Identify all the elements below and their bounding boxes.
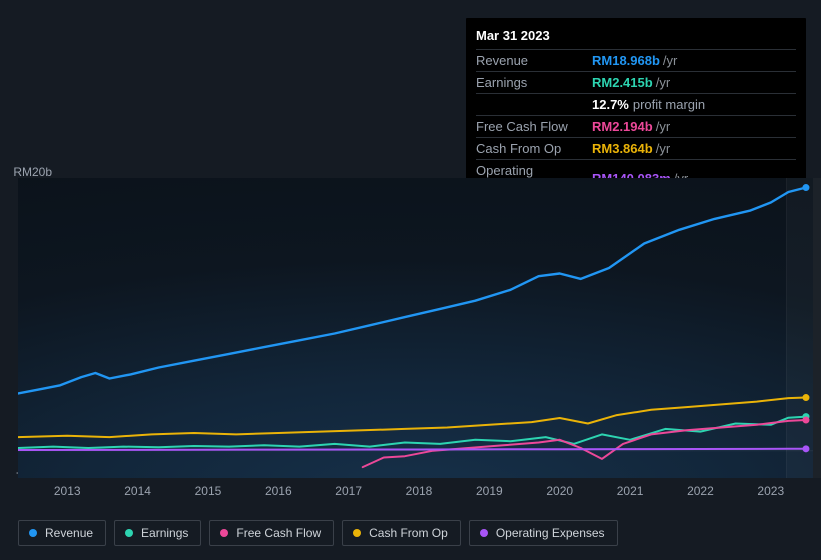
legend-dot-icon — [220, 529, 228, 537]
tooltip-row-label: Free Cash Flow — [476, 116, 592, 138]
legend-label: Revenue — [45, 526, 93, 540]
series-end-marker — [802, 184, 809, 191]
tooltip-row-label: Cash From Op — [476, 138, 592, 160]
legend-item[interactable]: Revenue — [18, 520, 106, 546]
series-line — [18, 449, 806, 450]
tooltip-row-value: RM2.415b/yr — [592, 72, 796, 94]
tooltip-row: RevenueRM18.968b/yr — [476, 50, 796, 72]
tooltip-row: EarningsRM2.415b/yr — [476, 72, 796, 94]
y-tick-label: RM20b — [0, 165, 52, 179]
legend-dot-icon — [29, 529, 37, 537]
x-tick-label: 2022 — [687, 484, 714, 498]
legend-item[interactable]: Cash From Op — [342, 520, 461, 546]
x-tick-label: 2015 — [195, 484, 222, 498]
legend-label: Cash From Op — [369, 526, 448, 540]
tooltip-row-label — [476, 94, 592, 116]
x-tick-label: 2013 — [54, 484, 81, 498]
legend-label: Free Cash Flow — [236, 526, 321, 540]
x-tick-label: 2018 — [406, 484, 433, 498]
legend-item[interactable]: Earnings — [114, 520, 201, 546]
legend-item[interactable]: Operating Expenses — [469, 520, 618, 546]
x-tick-label: 2023 — [757, 484, 784, 498]
tooltip-row: 12.7%profit margin — [476, 94, 796, 116]
x-tick-label: 2020 — [546, 484, 573, 498]
tooltip-row: Free Cash FlowRM2.194b/yr — [476, 116, 796, 138]
tooltip-date: Mar 31 2023 — [476, 26, 796, 49]
x-tick-label: 2016 — [265, 484, 292, 498]
chart-container: Mar 31 2023 RevenueRM18.968b/yrEarningsR… — [0, 0, 821, 560]
x-tick-label: 2014 — [124, 484, 151, 498]
tooltip-row-value: RM18.968b/yr — [592, 50, 796, 72]
legend-dot-icon — [480, 529, 488, 537]
series-end-marker — [802, 394, 809, 401]
tooltip-table: RevenueRM18.968b/yrEarningsRM2.415b/yr12… — [476, 49, 796, 196]
series-end-marker — [802, 445, 809, 452]
legend-item[interactable]: Free Cash Flow — [209, 520, 334, 546]
x-tick-label: 2021 — [617, 484, 644, 498]
x-tick-label: 2017 — [335, 484, 362, 498]
legend-dot-icon — [125, 529, 133, 537]
series-end-marker — [802, 417, 809, 424]
tooltip-row-value: 12.7%profit margin — [592, 94, 796, 116]
chart-legend: Revenue Earnings Free Cash Flow Cash From O… — [18, 520, 618, 546]
tooltip-row-value: RM2.194b/yr — [592, 116, 796, 138]
legend-dot-icon — [353, 529, 361, 537]
legend-label: Operating Expenses — [496, 526, 605, 540]
x-tick-label: 2019 — [476, 484, 503, 498]
tooltip-row: Cash From OpRM3.864b/yr — [476, 138, 796, 160]
series-line — [18, 188, 806, 394]
chart-svg — [18, 178, 813, 478]
chart-plot-area[interactable] — [18, 178, 813, 478]
tooltip-row-label: Earnings — [476, 72, 592, 94]
tooltip-row-value: RM3.864b/yr — [592, 138, 796, 160]
legend-label: Earnings — [141, 526, 188, 540]
series-line — [18, 417, 806, 448]
tooltip-row-label: Revenue — [476, 50, 592, 72]
x-axis-labels: 2013 2014 2015 2016 2017 2018 2019 2020 2021 2022… — [18, 484, 813, 502]
